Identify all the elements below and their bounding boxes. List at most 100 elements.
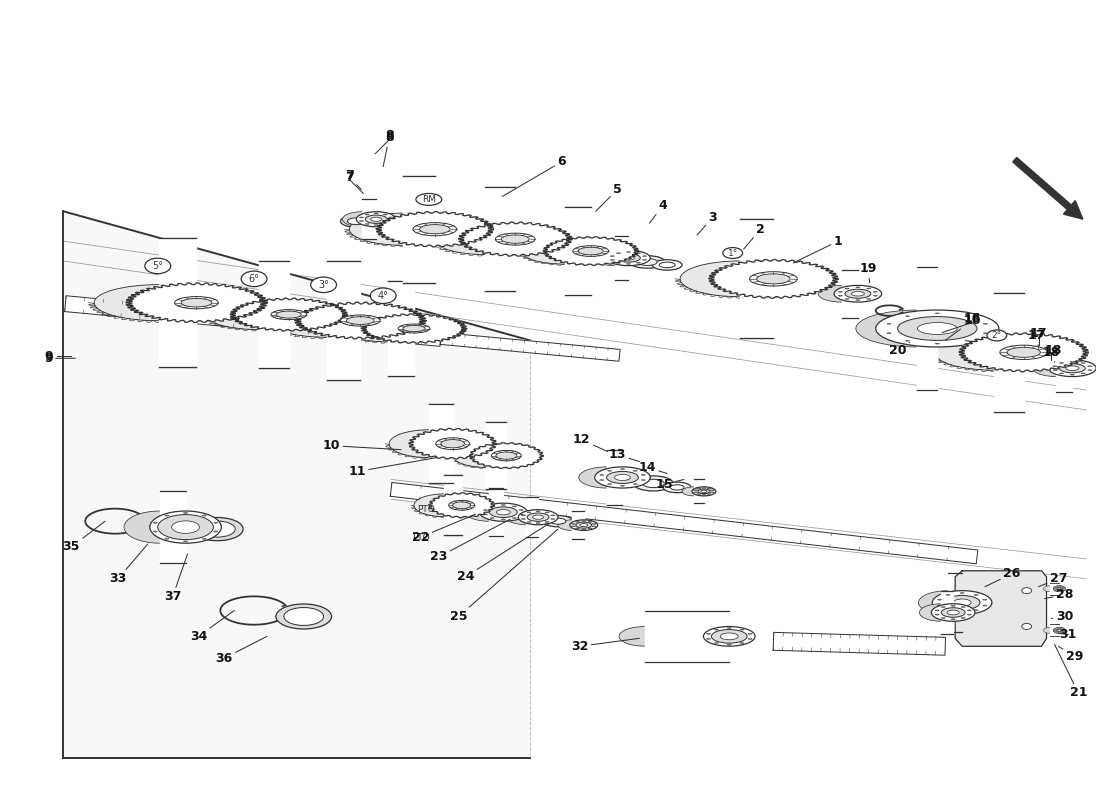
Ellipse shape xyxy=(374,213,378,214)
Ellipse shape xyxy=(235,299,342,330)
Polygon shape xyxy=(572,511,584,539)
Ellipse shape xyxy=(642,259,647,260)
Text: 24: 24 xyxy=(456,524,548,583)
Ellipse shape xyxy=(845,288,849,289)
Ellipse shape xyxy=(360,217,364,218)
Ellipse shape xyxy=(1022,588,1032,594)
Ellipse shape xyxy=(834,286,882,302)
Ellipse shape xyxy=(918,590,978,614)
Ellipse shape xyxy=(199,521,235,537)
Ellipse shape xyxy=(627,252,630,253)
Polygon shape xyxy=(429,493,494,518)
Ellipse shape xyxy=(153,531,157,532)
Polygon shape xyxy=(376,212,494,246)
Ellipse shape xyxy=(696,488,701,489)
Ellipse shape xyxy=(213,531,218,532)
Ellipse shape xyxy=(982,605,987,606)
Ellipse shape xyxy=(1053,629,1057,630)
Ellipse shape xyxy=(712,630,747,643)
Ellipse shape xyxy=(1059,362,1064,363)
Text: 14: 14 xyxy=(639,461,668,474)
Text: 9: 9 xyxy=(44,352,75,365)
Ellipse shape xyxy=(550,518,565,524)
Text: 11: 11 xyxy=(349,458,437,478)
Ellipse shape xyxy=(867,288,870,289)
Polygon shape xyxy=(773,632,946,655)
Ellipse shape xyxy=(1033,360,1080,377)
Text: 1°: 1° xyxy=(727,249,738,258)
Polygon shape xyxy=(295,302,426,339)
Ellipse shape xyxy=(851,291,865,296)
Ellipse shape xyxy=(346,317,374,325)
Ellipse shape xyxy=(165,515,169,516)
Ellipse shape xyxy=(1022,623,1032,630)
Ellipse shape xyxy=(132,285,261,321)
Ellipse shape xyxy=(637,253,640,254)
Ellipse shape xyxy=(483,514,487,515)
Text: 5: 5 xyxy=(596,183,622,211)
Ellipse shape xyxy=(579,247,603,254)
Ellipse shape xyxy=(360,221,364,222)
Ellipse shape xyxy=(845,298,849,299)
Text: 3°: 3° xyxy=(318,280,329,290)
Ellipse shape xyxy=(637,258,658,266)
Ellipse shape xyxy=(954,599,971,606)
Ellipse shape xyxy=(575,528,580,529)
Text: 16: 16 xyxy=(964,312,981,325)
Text: 7: 7 xyxy=(345,171,361,190)
Polygon shape xyxy=(126,283,267,322)
Polygon shape xyxy=(126,283,267,322)
Ellipse shape xyxy=(749,272,798,286)
Ellipse shape xyxy=(432,494,492,517)
Polygon shape xyxy=(361,314,466,343)
Text: 33: 33 xyxy=(109,544,147,586)
Ellipse shape xyxy=(1055,631,1059,633)
Polygon shape xyxy=(64,211,530,758)
Polygon shape xyxy=(959,333,1088,372)
Polygon shape xyxy=(485,187,515,290)
Ellipse shape xyxy=(634,470,637,471)
Ellipse shape xyxy=(693,492,697,493)
Ellipse shape xyxy=(714,261,833,297)
Ellipse shape xyxy=(873,295,878,296)
Ellipse shape xyxy=(703,626,755,646)
Ellipse shape xyxy=(536,511,540,512)
Ellipse shape xyxy=(95,285,223,321)
Ellipse shape xyxy=(356,212,396,227)
Ellipse shape xyxy=(942,606,945,607)
Ellipse shape xyxy=(588,528,592,529)
Polygon shape xyxy=(565,207,591,294)
Ellipse shape xyxy=(937,605,942,606)
Ellipse shape xyxy=(607,484,612,485)
Polygon shape xyxy=(942,590,954,634)
Ellipse shape xyxy=(600,474,604,475)
Ellipse shape xyxy=(917,322,957,334)
Ellipse shape xyxy=(202,515,206,516)
Polygon shape xyxy=(470,442,543,469)
Ellipse shape xyxy=(502,235,529,243)
Ellipse shape xyxy=(436,438,470,450)
Text: 17: 17 xyxy=(1027,329,1045,348)
Ellipse shape xyxy=(960,612,964,613)
Ellipse shape xyxy=(1062,629,1066,630)
Polygon shape xyxy=(429,404,453,483)
Polygon shape xyxy=(526,498,538,537)
Ellipse shape xyxy=(365,214,370,215)
Text: 7: 7 xyxy=(345,169,354,182)
Ellipse shape xyxy=(1044,586,1056,592)
Ellipse shape xyxy=(473,444,540,467)
Ellipse shape xyxy=(389,430,469,458)
Ellipse shape xyxy=(495,233,535,245)
Ellipse shape xyxy=(634,476,673,491)
Ellipse shape xyxy=(276,311,301,318)
Ellipse shape xyxy=(619,626,671,646)
Ellipse shape xyxy=(1060,628,1064,630)
Ellipse shape xyxy=(342,212,382,227)
Ellipse shape xyxy=(740,629,744,630)
Ellipse shape xyxy=(527,513,549,522)
Ellipse shape xyxy=(348,218,365,225)
Ellipse shape xyxy=(502,519,505,520)
Ellipse shape xyxy=(692,487,716,496)
Text: 6°: 6° xyxy=(249,274,260,284)
Polygon shape xyxy=(361,314,466,343)
